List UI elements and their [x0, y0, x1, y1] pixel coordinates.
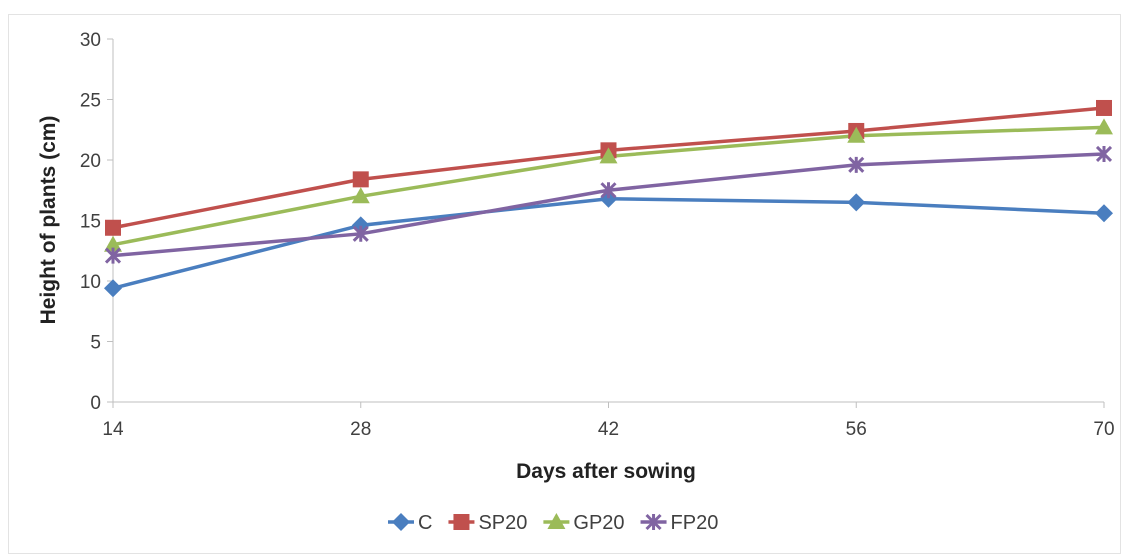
data-point-fp20: [848, 156, 865, 173]
series-line-sp20: [112, 106, 1105, 230]
y-tick-label: 20: [80, 151, 101, 172]
y-tick-labels: 0 5 10 15 20 25 30: [80, 30, 101, 414]
data-point-gp20: [847, 126, 866, 143]
legend-item-c: C: [388, 512, 432, 534]
data-point-c: [847, 193, 866, 212]
data-point-gp20: [104, 235, 122, 252]
x-tick-label: 70: [1093, 419, 1114, 440]
series-markers: [104, 99, 1113, 298]
x-tick-labels: 14 28 42 56 70: [102, 419, 1114, 440]
data-point-fp20: [1095, 145, 1113, 163]
legend: C SP20 GP20 FP20: [388, 512, 718, 534]
data-point-gp20: [599, 147, 618, 164]
y-tick-label: 5: [90, 333, 101, 354]
x-axis-title: Days after sowing: [516, 460, 696, 483]
legend-label-gp20: GP20: [573, 512, 624, 534]
y-tick-label: 10: [80, 272, 101, 293]
x-tick-label: 42: [598, 419, 619, 440]
y-tick-label: 30: [80, 30, 101, 51]
data-point-c: [1095, 204, 1113, 223]
y-tick-label: 25: [80, 91, 101, 112]
legend-label-c: C: [418, 512, 432, 534]
y-tick-label: 0: [90, 393, 101, 414]
x-tick-label: 56: [846, 419, 867, 440]
legend-marker-sp20: [453, 514, 470, 530]
data-point-sp20: [352, 171, 369, 188]
y-tick-label: 15: [80, 212, 101, 233]
x-tick-label: 28: [350, 419, 371, 440]
data-point-fp20: [600, 182, 617, 199]
y-axis-title: Height of plants (cm): [37, 116, 60, 325]
legend-item-gp20: GP20: [543, 512, 625, 534]
data-point-gp20: [351, 187, 370, 204]
legend-marker-c: [392, 513, 410, 531]
axes: [107, 38, 1105, 408]
data-point-fp20: [352, 225, 369, 242]
legend-label-sp20: SP20: [478, 512, 527, 534]
x-tick-label: 14: [102, 419, 124, 440]
legend-marker-fp20: [645, 513, 662, 531]
data-point-gp20: [1095, 118, 1113, 135]
data-point-c: [104, 279, 122, 298]
data-point-fp20: [104, 247, 122, 264]
legend-marker-gp20: [547, 513, 566, 529]
legend-label-fp20: FP20: [671, 512, 719, 534]
legend-item-sp20: SP20: [448, 512, 527, 534]
data-point-sp20: [1096, 99, 1112, 116]
data-point-sp20: [105, 219, 121, 236]
legend-item-fp20: FP20: [640, 512, 719, 534]
